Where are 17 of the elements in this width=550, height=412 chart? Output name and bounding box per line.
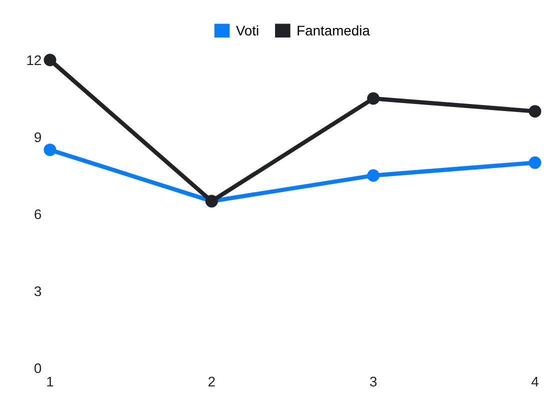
y-tick-label: 12 (27, 55, 41, 66)
x-tick-label: 3 (370, 376, 377, 387)
legend-label: Fantamedia (298, 25, 370, 36)
point (367, 169, 380, 182)
x-tick-label: 4 (531, 376, 538, 386)
point (528, 105, 542, 118)
point (44, 54, 56, 66)
y-tick-label: 3 (34, 286, 42, 296)
y-tick-label: 0 (34, 363, 42, 374)
point (367, 92, 380, 105)
y-tick-label: 6 (34, 209, 42, 220)
legend-label: Voti (236, 25, 258, 36)
x-tick-label: 1 (47, 376, 54, 386)
point (44, 144, 56, 156)
x-tick-label: 2 (208, 376, 215, 386)
point (528, 156, 542, 169)
y-tick-label: 9 (34, 132, 42, 142)
